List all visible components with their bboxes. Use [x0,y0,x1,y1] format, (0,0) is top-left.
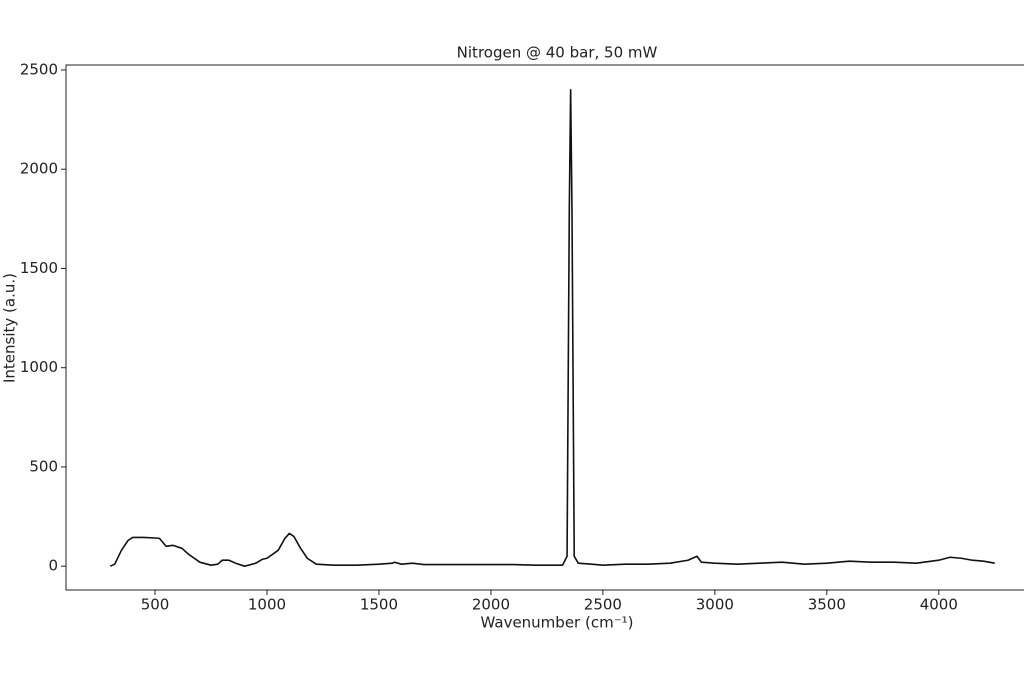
chart-title: Nitrogen @ 40 bar, 50 mW [457,44,658,62]
x-tick-label: 1500 [360,596,398,614]
x-axis-label: Wavenumber (cm⁻¹) [481,614,634,632]
x-tick-label: 4000 [920,596,958,614]
x-tick-label: 3000 [696,596,734,614]
y-tick-label: 1000 [20,358,58,376]
x-tick-label: 1000 [248,596,286,614]
y-tick-label: 1500 [20,259,58,277]
y-tick-label: 2500 [20,60,58,78]
y-axis-label: Intensity (a.u.) [1,273,19,383]
axes-frame [65,64,1024,591]
x-tick-label: 3500 [808,596,846,614]
x-tick-label: 500 [141,596,170,614]
y-tick-label: 0 [48,557,58,575]
x-tick-label: 2500 [584,596,622,614]
y-tick-label: 500 [29,457,58,475]
spectrum-line [109,89,995,567]
x-tick-label: 2000 [472,596,510,614]
y-tick-label: 2000 [20,160,58,178]
